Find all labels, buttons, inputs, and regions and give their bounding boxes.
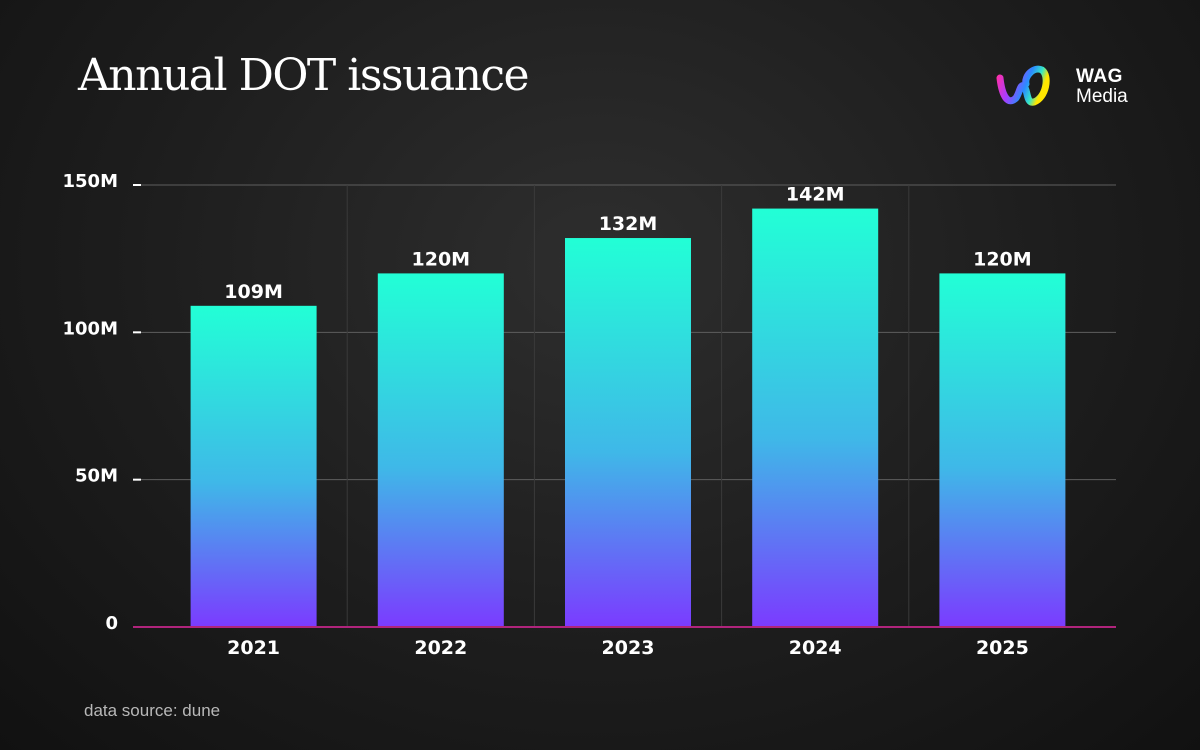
y-tick-label: 100M — [63, 318, 119, 339]
bar-2022 — [377, 273, 504, 627]
x-tick-label-2023: 2023 — [602, 637, 655, 659]
x-tick-label-2021: 2021 — [227, 637, 280, 659]
data-label-2024: 142M — [786, 184, 845, 206]
bar-2025 — [939, 273, 1066, 627]
data-source-note: data source: dune — [84, 701, 221, 720]
data-label-2025: 120M — [973, 248, 1032, 270]
y-tick-label: 150M — [63, 171, 119, 192]
bar-2021 — [190, 305, 317, 627]
wag-media-logo: WAG Media — [994, 62, 1154, 112]
data-label-2022: 120M — [412, 248, 471, 270]
x-tick-label-2024: 2024 — [789, 637, 842, 659]
logo-brand-sub: Media — [1076, 86, 1128, 107]
chart-title: Annual DOT issuance — [78, 50, 530, 101]
logo-brand-name: WAG — [1076, 66, 1123, 87]
y-tick-label: 0 — [105, 613, 118, 634]
y-tick-label: 50M — [75, 466, 118, 487]
data-label-2021: 109M — [224, 281, 283, 303]
x-tick-label-2025: 2025 — [976, 637, 1029, 659]
bar-2023 — [565, 238, 691, 628]
wag-logo-icon — [996, 65, 1050, 106]
x-tick-label-2022: 2022 — [414, 637, 467, 659]
data-label-2023: 132M — [599, 213, 658, 235]
bar-2024 — [752, 208, 879, 627]
